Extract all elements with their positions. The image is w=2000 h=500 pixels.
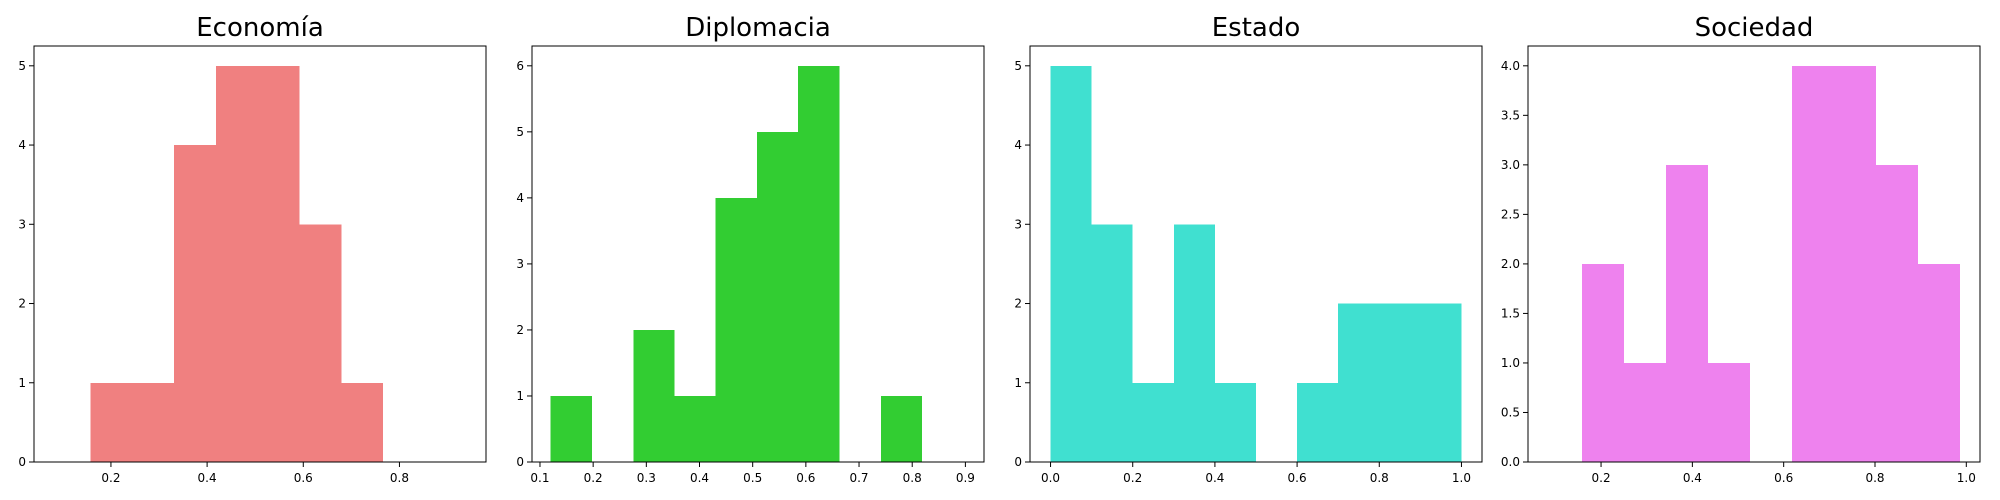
- y-tick-label: 1: [18, 376, 26, 390]
- y-tick-label: 0: [516, 455, 524, 469]
- y-tick-label: 2: [18, 297, 26, 311]
- histogram-bar: [173, 145, 216, 463]
- x-tick-label: 0.7: [849, 471, 868, 485]
- y-tick-label: 2.0: [1501, 257, 1520, 271]
- histogram-bar: [1132, 382, 1174, 462]
- histogram-bar: [797, 65, 840, 463]
- histogram-bar: [633, 329, 675, 462]
- y-tick-label: 0: [1014, 455, 1022, 469]
- y-tick-label: 3.0: [1501, 158, 1520, 172]
- histogram-bar: [90, 382, 133, 462]
- histogram-bar: [756, 131, 798, 463]
- y-tick-label: 4: [18, 138, 26, 152]
- histogram-bar: [299, 224, 342, 462]
- x-tick-label: 1.0: [1957, 471, 1976, 485]
- x-tick-label: 0.4: [1205, 471, 1224, 485]
- histogram-bar: [1665, 164, 1708, 462]
- histogram-bar: [1050, 65, 1092, 463]
- histogram-bar: [1791, 65, 1834, 463]
- chart-title: Estado: [1212, 13, 1301, 43]
- axes-frame: [1527, 45, 1981, 463]
- y-tick-label: 3: [18, 217, 26, 231]
- x-tick-label: 0.2: [1123, 471, 1142, 485]
- y-tick-label: 4: [516, 191, 524, 205]
- histogram-bar: [1338, 303, 1380, 462]
- histogram-bar: [1917, 263, 1960, 462]
- x-tick-label: 0.5: [743, 471, 762, 485]
- histogram-bar: [1833, 65, 1876, 463]
- x-tick-label: 1.0: [1452, 471, 1471, 485]
- histogram-bar: [1173, 224, 1215, 462]
- x-tick-label: 0.6: [1774, 471, 1793, 485]
- chart-panel-2: 0.1 0.2 0.3 0.4 0.5 0.6 0.7 0.8 0.9 0 1 2 3 4 5 6 Diplom…: [516, 13, 985, 485]
- y-tick-label: 4.0: [1501, 59, 1520, 73]
- histogram-bar: [880, 395, 922, 462]
- y-tick-label: 2: [516, 323, 524, 337]
- histogram-bar: [550, 395, 593, 462]
- y-tick-label: 2.5: [1501, 207, 1520, 221]
- x-tick-label: 0.8: [903, 471, 922, 485]
- y-tick-label: 1: [516, 389, 524, 403]
- histogram-bar: [1091, 224, 1133, 462]
- histogram-bar: [1379, 303, 1421, 462]
- y-tick-label: 1.5: [1501, 306, 1520, 320]
- x-tick-label: 0.8: [1370, 471, 1389, 485]
- x-tick-label: 0.2: [101, 471, 120, 485]
- histogram-bar: [1707, 362, 1750, 462]
- histogram-bar: [257, 65, 300, 463]
- chart-panel-1: 0.2 0.4 0.6 0.8 0 1 2 3 4 5 Economía: [18, 13, 487, 485]
- y-tick-label: 4: [1014, 138, 1022, 152]
- x-tick-label: 0.2: [1592, 471, 1611, 485]
- histogram-bar: [341, 382, 384, 462]
- x-tick-label: 0.6: [796, 471, 815, 485]
- x-tick-label: 0.8: [390, 471, 409, 485]
- histogram-bar: [132, 382, 174, 462]
- histogram-bar: [215, 65, 258, 463]
- x-tick-label: 0.8: [1865, 471, 1884, 485]
- axes-frame: [1029, 45, 1483, 463]
- chart-title: Economía: [196, 13, 324, 43]
- x-tick-label: 0.9: [956, 471, 975, 485]
- y-tick-label: 1: [1014, 376, 1022, 390]
- x-tick-label: 0.0: [1041, 471, 1060, 485]
- y-tick-label: 6: [516, 59, 524, 73]
- y-tick-label: 3: [1014, 217, 1022, 231]
- y-tick-label: 3: [516, 257, 524, 271]
- y-tick-label: 0.0: [1501, 455, 1520, 469]
- x-tick-label: 0.6: [294, 471, 313, 485]
- x-tick-label: 0.1: [530, 471, 549, 485]
- histogram-bar: [715, 197, 757, 462]
- y-tick-label: 1.0: [1501, 356, 1520, 370]
- x-tick-label: 0.4: [1683, 471, 1702, 485]
- x-tick-label: 0.3: [637, 471, 656, 485]
- y-tick-label: 5: [516, 125, 524, 139]
- chart-panel-3: 0.0 0.2 0.4 0.6 0.8 1.0 0 1 2 3 4 5 Estado: [1014, 13, 1483, 485]
- histogram-bar: [1623, 362, 1666, 462]
- axes-frame: [33, 45, 487, 463]
- y-tick-label: 3.5: [1501, 108, 1520, 122]
- y-tick-label: 0.5: [1501, 405, 1520, 419]
- y-tick-label: 5: [18, 59, 26, 73]
- y-tick-label: 0: [18, 455, 26, 469]
- histogram-bar: [1297, 382, 1339, 462]
- x-tick-label: 0.4: [690, 471, 709, 485]
- y-tick-label: 5: [1014, 59, 1022, 73]
- axes-frame: [531, 45, 985, 463]
- histogram-bar: [674, 395, 716, 462]
- x-tick-label: 0.6: [1288, 471, 1307, 485]
- histogram-bar: [1581, 263, 1624, 462]
- histogram-bar: [1214, 382, 1256, 462]
- x-tick-label: 0.4: [198, 471, 217, 485]
- chart-title: Diplomacia: [685, 13, 831, 43]
- chart-panel-4: 0.2 0.4 0.6 0.8 1.0 0.0 0.5 1.0 1.5 2.0 2.5 3.0 3.5 4…: [1501, 13, 1981, 485]
- chart-title: Sociedad: [1695, 13, 1814, 43]
- y-tick-label: 2: [1014, 297, 1022, 311]
- histogram-bar: [1875, 164, 1918, 462]
- x-tick-label: 0.2: [584, 471, 603, 485]
- histogram-bar: [1420, 303, 1462, 462]
